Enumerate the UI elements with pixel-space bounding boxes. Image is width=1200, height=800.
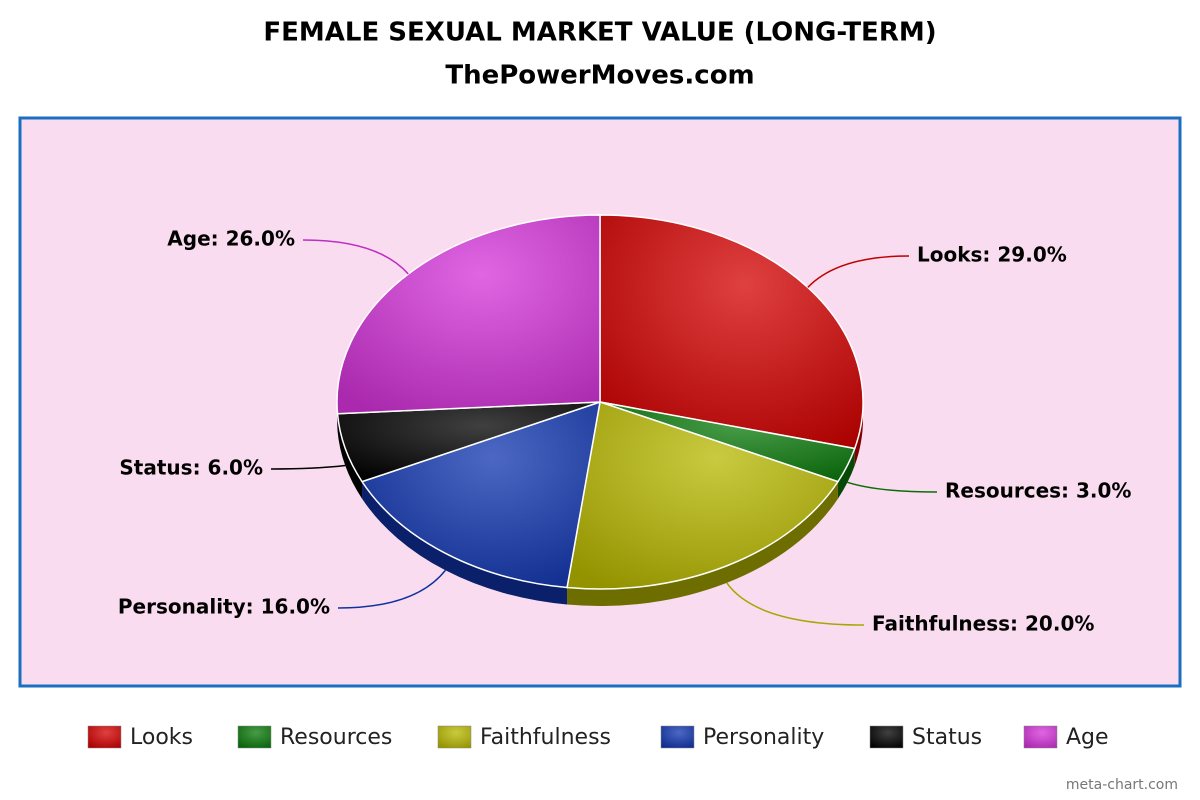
data-label: Faithfulness: 20.0%	[872, 612, 1094, 636]
legend-label: Faithfulness	[480, 725, 611, 750]
slice	[336, 214, 601, 415]
legend-label: Status	[912, 725, 982, 750]
slice-side	[337, 413, 363, 499]
slice-side	[362, 481, 568, 605]
data-label: Resources: 3.0%	[945, 479, 1131, 503]
legend-swatch	[1023, 725, 1058, 749]
legend-label: Resources	[280, 725, 392, 750]
leader-line	[726, 582, 865, 626]
slice	[566, 401, 840, 590]
leader-line	[270, 464, 346, 470]
leader-line	[807, 255, 910, 288]
data-label: Status: 6.0%	[119, 456, 263, 480]
chart-subtitle: ThePowerMoves.com	[445, 61, 754, 91]
legend-swatch	[87, 725, 122, 749]
legend-label: Looks	[130, 725, 193, 750]
leader-line	[337, 569, 446, 609]
data-label: Age: 26.0%	[167, 227, 295, 251]
legend: Looks Resources Faithfulness Personality Sta…	[87, 725, 1109, 750]
chart-title: FEMALE SEXUAL MARKET VALUE (LONG-TERM)	[263, 18, 936, 48]
data-label: Looks: 29.0%	[917, 243, 1067, 267]
legend-swatch	[437, 725, 472, 749]
leader-line	[847, 481, 938, 493]
legend-label: Personality	[703, 725, 824, 750]
legend-swatch	[660, 725, 695, 749]
slice	[360, 400, 601, 589]
slice-side	[567, 481, 838, 607]
pie: Looks: 29.0% Resources: 3.0% Faithfulness:…	[118, 214, 1131, 636]
legend-swatch	[237, 725, 272, 749]
credit: meta-chart.com	[1066, 777, 1178, 793]
slice-side	[854, 402, 863, 466]
slice-side	[837, 448, 855, 499]
legend-swatch	[869, 725, 904, 749]
leader-line	[302, 239, 409, 275]
data-label: Personality: 16.0%	[118, 595, 330, 619]
legend-label: Age	[1066, 725, 1109, 750]
slice	[599, 214, 864, 450]
